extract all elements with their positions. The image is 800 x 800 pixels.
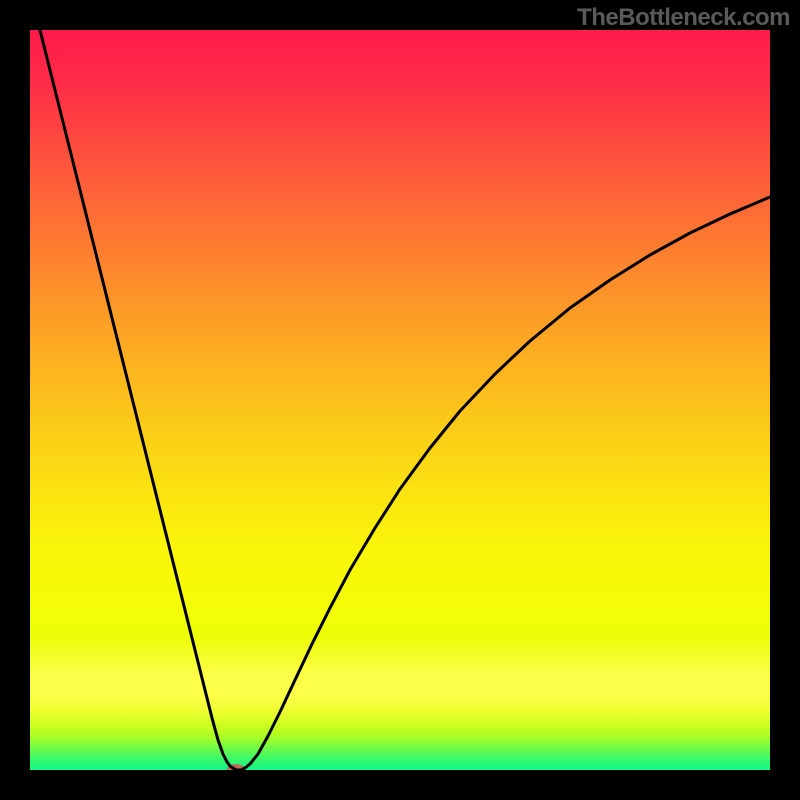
chart-plot-area <box>30 30 770 770</box>
chart-background <box>30 30 770 770</box>
chart-svg <box>30 30 770 770</box>
watermark-text: TheBottleneck.com <box>577 4 790 32</box>
